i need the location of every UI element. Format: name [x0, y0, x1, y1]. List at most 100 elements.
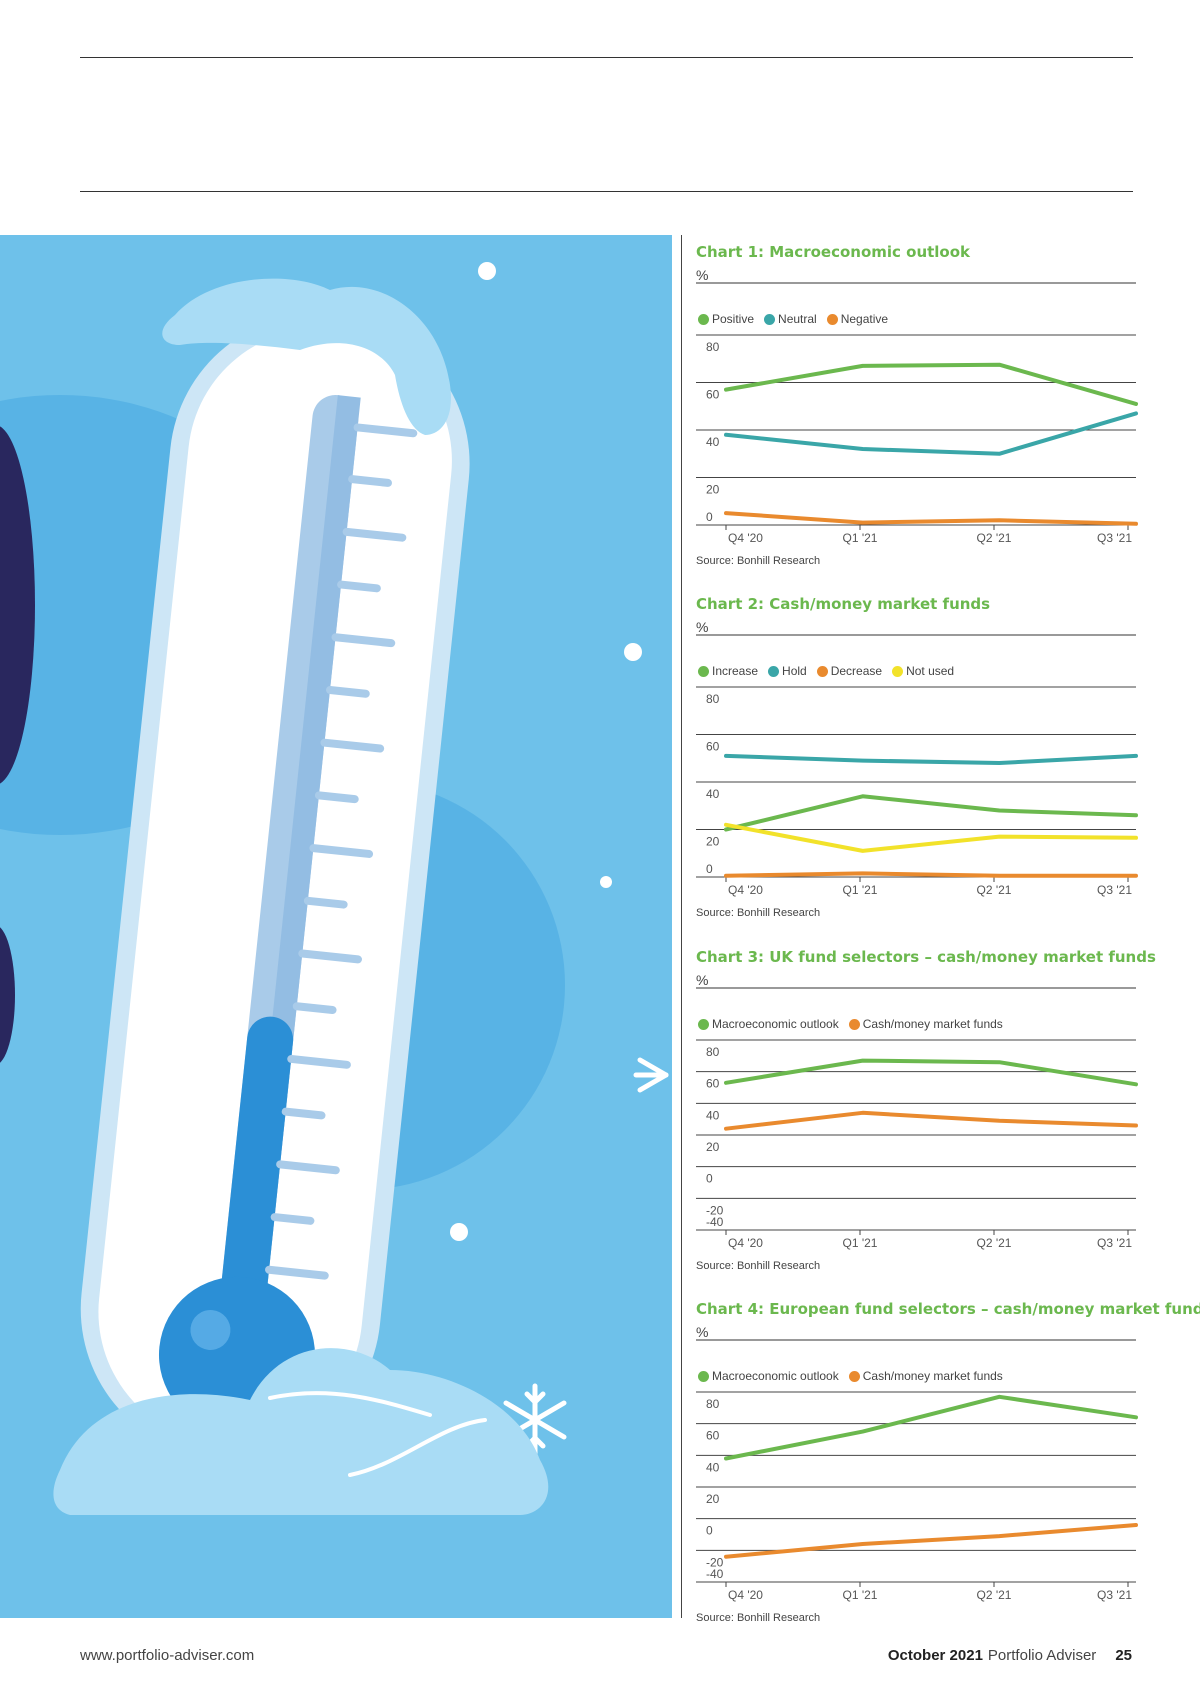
- series-line: [724, 362, 1138, 406]
- x-tick-label: Q1 '21: [843, 1588, 878, 1602]
- thermometer: [80, 313, 470, 1459]
- chart-unit: %: [696, 267, 709, 283]
- y-tick-label: 80: [706, 1397, 720, 1411]
- x-tick-label: Q1 '21: [843, 531, 878, 545]
- y-tick-label: 20: [706, 1492, 720, 1506]
- legend-item: Macroeconomic outlook: [698, 1017, 839, 1031]
- legend-label: Increase: [712, 664, 759, 678]
- x-tick-label: Q4 '20: [728, 883, 763, 897]
- legend-item: Cash/money market funds: [848, 1369, 1003, 1383]
- series-line: [724, 753, 1138, 765]
- thermometer-illustration: [0, 235, 672, 1618]
- column-divider: [681, 235, 682, 1618]
- y-tick-label: 20: [706, 1140, 720, 1154]
- footer-info: October 2021 Portfolio Adviser 25: [888, 1647, 1132, 1664]
- series-line: [724, 794, 1138, 832]
- snow-cap: [162, 278, 451, 435]
- chart-legend: Macroeconomic outlook Cash/money market …: [698, 1017, 1003, 1031]
- chart-1: Chart 1: Macroeconomic outlook % Positiv…: [696, 243, 1138, 573]
- chart-plot: 80 60 40 20 0 Q4 '20 Q1 '21 Q2 '21 Q3 '21: [696, 634, 1138, 897]
- legend-item: Not used: [892, 664, 954, 678]
- y-tick-label: 0: [706, 1524, 713, 1538]
- x-tick-label: Q2 '21: [977, 1588, 1012, 1602]
- y-tick-label: -40: [706, 1215, 724, 1229]
- chart-title: Chart 1: Macroeconomic outlook: [696, 243, 971, 261]
- x-tick-label: Q4 '20: [728, 1588, 763, 1602]
- legend-item: Hold: [768, 664, 807, 678]
- page-number: 25: [1115, 1647, 1132, 1664]
- snow-dot: [450, 1223, 468, 1241]
- top-rule: [80, 57, 1133, 58]
- chart-unit: %: [696, 619, 709, 635]
- y-tick-label: 80: [706, 1045, 720, 1059]
- y-tick-label: 20: [706, 483, 720, 497]
- legend-label: Not used: [906, 664, 955, 678]
- chart-title: Chart 4: European fund selectors – cash/…: [696, 1300, 1200, 1318]
- y-tick-label: 40: [706, 1460, 720, 1474]
- series-line: [724, 1523, 1138, 1559]
- y-tick-label: -20: [706, 1555, 724, 1569]
- series-line: [724, 1058, 1138, 1087]
- legend-swatch: [848, 1370, 860, 1382]
- footer-magazine: Portfolio Adviser: [987, 1647, 1097, 1664]
- chart-legend: Macroeconomic outlook Cash/money market …: [698, 1369, 1003, 1383]
- legend-item: Decrease: [816, 664, 883, 678]
- snowflake-icon: [633, 1057, 669, 1093]
- legend-label: Cash/money market funds: [862, 1369, 1003, 1383]
- legend-label: Neutral: [778, 312, 817, 326]
- series-line: [724, 1110, 1138, 1131]
- y-tick-label: 0: [706, 510, 713, 524]
- y-tick-label: 60: [706, 388, 720, 402]
- dark-shape: [0, 426, 35, 784]
- chart-unit: %: [696, 1324, 709, 1340]
- x-tick-label: Q4 '20: [728, 1236, 763, 1250]
- legend-swatch: [892, 665, 904, 677]
- chart-source: Source: Bonhill Research: [696, 1612, 821, 1624]
- legend-swatch: [848, 1018, 860, 1030]
- snow-pile: [53, 1348, 549, 1515]
- legend-label: Negative: [840, 312, 889, 326]
- y-tick-label: -20: [706, 1203, 724, 1217]
- chart-source: Source: Bonhill Research: [696, 907, 821, 919]
- header-bottom-rule: [80, 191, 1133, 192]
- y-tick-label: 60: [706, 1077, 720, 1091]
- x-tick-label: Q3 '21: [1097, 531, 1132, 545]
- x-tick-label: Q4 '20: [728, 531, 763, 545]
- legend-label: Hold: [782, 664, 807, 678]
- chart-plot: 80 60 40 20 0 Q4 '20 Q1 '21 Q2 '21 Q3 '21: [696, 282, 1138, 545]
- x-tick-label: Q3 '21: [1097, 1236, 1132, 1250]
- y-tick-label: 40: [706, 787, 720, 801]
- dark-shape: [0, 927, 15, 1063]
- chart-4: Chart 4: European fund selectors – cash/…: [696, 1300, 1200, 1630]
- legend-swatch: [698, 665, 709, 677]
- series-line: [724, 822, 1138, 853]
- x-tick-label: Q2 '21: [977, 883, 1012, 897]
- legend-label: Macroeconomic outlook: [712, 1369, 839, 1383]
- chart-plot: 80 60 40 20 0 -20-40 Q4 '20 Q1 '21 Q2 '21 Q3 '21: [696, 987, 1138, 1250]
- legend-label: Decrease: [830, 664, 883, 678]
- legend-item: Negative: [826, 312, 889, 326]
- x-tick-label: Q3 '21: [1097, 1588, 1132, 1602]
- footer-url[interactable]: www.portfolio-adviser.com: [80, 1647, 255, 1664]
- y-tick-label: 60: [706, 1429, 720, 1443]
- legend-swatch: [768, 665, 780, 677]
- footer-date: October 2021: [887, 1647, 983, 1664]
- snow-dot: [600, 876, 612, 888]
- y-tick-label: 40: [706, 435, 720, 449]
- snow-dot: [478, 262, 496, 280]
- chart-legend: Increase Hold Decrease Not used: [698, 664, 954, 678]
- chart-title: Chart 2: Cash/money market funds: [696, 595, 991, 613]
- y-tick-label: 0: [706, 1172, 713, 1186]
- y-tick-label: 20: [706, 835, 720, 849]
- legend-label: Macroeconomic outlook: [712, 1017, 839, 1031]
- legend-swatch: [698, 313, 709, 325]
- chart-unit: %: [696, 972, 709, 988]
- x-tick-label: Q1 '21: [843, 883, 878, 897]
- chart-3: Chart 3: UK fund selectors – cash/money …: [696, 948, 1156, 1278]
- legend-item: Increase: [698, 664, 758, 678]
- legend-swatch: [698, 1370, 709, 1382]
- series-line: [724, 871, 1138, 878]
- series-line: [724, 411, 1138, 456]
- legend-item: Macroeconomic outlook: [698, 1369, 839, 1383]
- legend-item: Neutral: [764, 312, 817, 326]
